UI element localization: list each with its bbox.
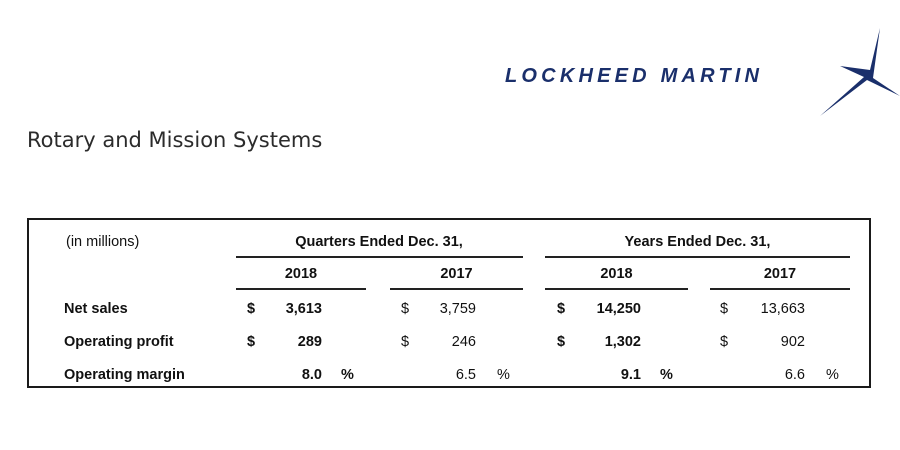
currency-symbol: $ [401, 301, 410, 317]
financial-table: (in millions) Quarters Ended Dec. 31, Ye… [27, 218, 871, 388]
currency-symbol: $ [557, 334, 566, 350]
cell-operating-margin-q2018: 8.0 [301, 367, 322, 383]
years-header-rule [545, 256, 850, 258]
years-header: Years Ended Dec. 31, [624, 234, 771, 250]
year-rule-y2018 [545, 288, 688, 290]
cell-operating-margin-y2017: 6.6 [784, 367, 805, 383]
percent-sign: % [341, 367, 354, 383]
cell-net-sales-q2017: 3,759 [439, 301, 476, 317]
currency-symbol: $ [401, 334, 410, 350]
percent-sign: % [660, 367, 673, 383]
cell-net-sales-y2017: 13,663 [760, 301, 805, 317]
cell-operating-margin-q2017: 6.5 [455, 367, 476, 383]
cell-operating-margin-y2018: 9.1 [620, 367, 641, 383]
quarters-header-rule [236, 256, 523, 258]
star-icon [820, 28, 900, 116]
logo-wordmark: LOCKHEED MARTIN [505, 65, 764, 87]
percent-sign: % [497, 367, 510, 383]
row-label-net-sales: Net sales [64, 301, 128, 317]
currency-symbol: $ [247, 334, 256, 350]
page-title: Rotary and Mission Systems [27, 128, 323, 152]
units-label: (in millions) [66, 234, 140, 250]
currency-symbol: $ [720, 334, 729, 350]
row-label-operating-profit: Operating profit [64, 334, 174, 350]
year-header-y2017: 2017 [763, 266, 797, 282]
year-header-y2018: 2018 [600, 266, 633, 282]
year-header-q2017: 2017 [440, 266, 473, 282]
currency-symbol: $ [247, 301, 256, 317]
cell-operating-profit-y2017: 902 [780, 334, 805, 350]
year-rule-y2017 [710, 288, 850, 290]
cell-operating-profit-y2018: 1,302 [604, 334, 641, 350]
year-rule-q2018 [236, 288, 366, 290]
cell-operating-profit-q2017: 246 [451, 334, 476, 350]
percent-sign: % [826, 367, 839, 383]
year-rule-q2017 [390, 288, 523, 290]
cell-net-sales-q2018: 3,613 [285, 301, 322, 317]
cell-net-sales-y2018: 14,250 [596, 301, 641, 317]
currency-symbol: $ [720, 301, 729, 317]
currency-symbol: $ [557, 301, 566, 317]
year-header-q2018: 2018 [284, 266, 318, 282]
row-label-operating-margin: Operating margin [64, 367, 185, 383]
cell-operating-profit-q2018: 289 [297, 334, 322, 350]
quarters-header: Quarters Ended Dec. 31, [295, 234, 463, 250]
lockheed-martin-logo: LOCKHEED MARTIN [505, 28, 900, 118]
